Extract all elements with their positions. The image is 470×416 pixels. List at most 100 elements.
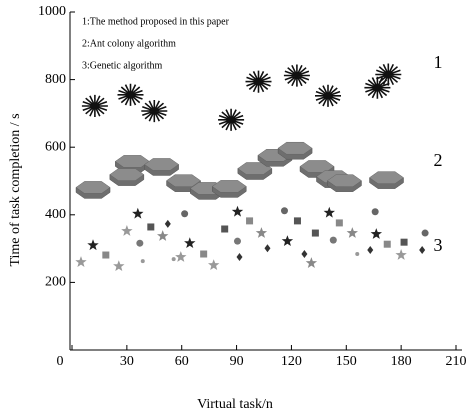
star-marker [157,230,169,241]
data-point [136,239,144,247]
legend-entry: 3:Genetic algorithm [82,60,162,71]
data-point [371,208,379,216]
data-point [144,158,180,176]
x-tick-label: 210 [446,354,467,369]
data-point [314,84,342,107]
star-marker [395,249,407,260]
data-point [132,207,144,219]
circle-marker [371,208,379,216]
data-point [117,83,144,106]
data-point [281,235,294,246]
data-point [301,250,308,259]
star-marker [132,207,144,219]
data-point [157,230,169,241]
hexagon-top [369,171,404,184]
data-point [395,249,407,260]
star-marker [87,239,99,251]
data-point [141,99,168,123]
data-point [147,223,155,231]
diamond-marker [419,245,426,254]
legend-entry: 2:Ant colony algorithm [82,38,176,49]
circle-marker [136,239,144,247]
star-marker [323,206,335,218]
star-marker [175,251,187,262]
square-marker [311,229,319,237]
dot-marker [355,252,360,257]
star-marker [281,235,294,246]
hexagon-top [299,160,335,173]
series-annotation: 3 [434,235,443,255]
star-marker [113,260,125,271]
data-point [346,227,358,238]
data-point [221,225,229,233]
starburst-marker [218,108,245,131]
hexagon-top [327,174,362,187]
data-point [421,229,429,237]
data-point [140,259,145,264]
starburst-marker [314,84,342,107]
data-point [327,174,362,192]
dot-marker [171,257,176,262]
series-annotation: 1 [434,52,443,72]
data-point [369,171,404,189]
hexagon-top [211,180,247,193]
data-point [211,180,247,198]
starburst-marker [283,64,310,87]
x-tick-label: 60 [175,354,189,369]
diamond-marker [236,253,243,262]
square-marker [102,251,110,259]
data-point [246,217,254,225]
x-tick-label: 180 [391,354,412,369]
square-marker [293,217,301,225]
dot-marker [140,259,145,264]
star-marker [208,259,220,270]
diamond-marker [164,219,171,228]
data-point [311,229,319,237]
data-point [375,63,402,86]
data-point [335,219,343,227]
y-tick-label: 200 [45,275,66,290]
starburst-marker [141,99,168,123]
data-point [87,239,99,251]
data-point [121,225,133,236]
hexagon-top [75,181,111,194]
data-point [231,205,244,217]
data-point [280,207,288,215]
data-point [81,94,108,118]
x-tick-label: 120 [281,354,302,369]
legend-entry: 1:The method proposed in this paper [82,16,230,27]
y-tick-label: 1000 [38,4,66,19]
square-marker [221,225,229,233]
data-point [355,252,360,257]
y-axis-label: Time of task completion / s [8,113,23,266]
data-point [383,240,391,248]
data-point [109,168,145,186]
data-point [367,245,374,254]
data-point [102,251,110,259]
data-point [245,70,272,93]
data-point [236,253,243,262]
star-marker [370,228,382,239]
starburst-marker [364,76,391,99]
x-axis-label: Virtual task/n [197,397,273,412]
x-tick-label: 30 [120,354,134,369]
hexagon-top [144,158,180,171]
starburst-marker [245,70,272,93]
starburst-marker [81,94,108,118]
starburst-marker [117,83,144,106]
data-point [75,256,87,267]
data-point [264,244,271,253]
star-marker [346,227,358,238]
x-tick-label: 150 [336,354,357,369]
square-marker [147,223,155,231]
star-marker [75,256,87,267]
y-tick-label: 400 [45,207,66,222]
data-point [75,181,111,199]
data-point [283,64,310,87]
circle-marker [181,210,189,218]
data-point [175,251,187,262]
star-marker [305,257,318,268]
data-point [233,237,241,245]
data-point [257,149,293,167]
